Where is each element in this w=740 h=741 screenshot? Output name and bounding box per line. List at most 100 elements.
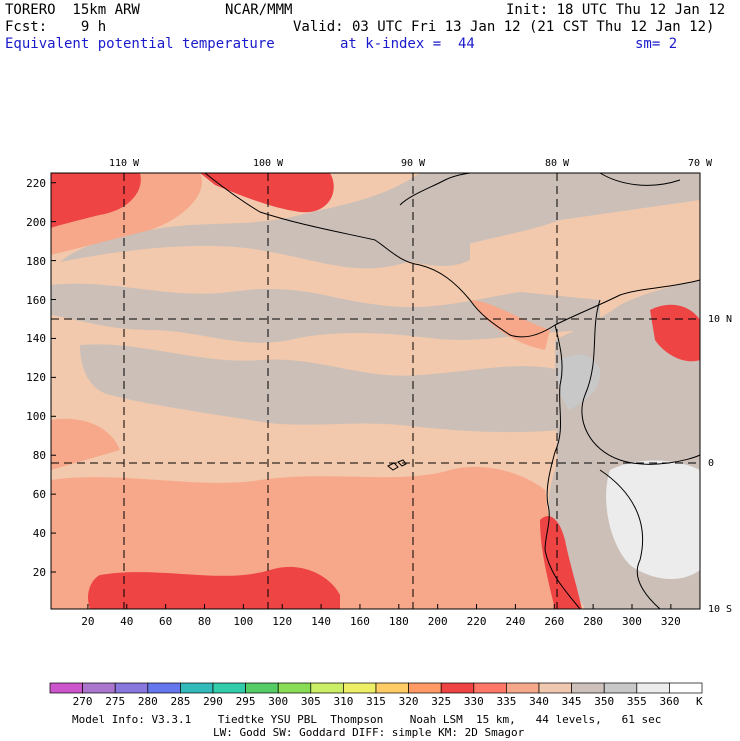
colorbar-swatch bbox=[669, 682, 703, 694]
x-tick-label: 20 bbox=[81, 615, 95, 628]
lon-label: 100 W bbox=[252, 158, 284, 169]
border-peru-bolivia bbox=[599, 469, 661, 610]
colorbar-label: 335 bbox=[496, 695, 517, 708]
x-tick-label: 280 bbox=[583, 615, 604, 628]
lon-label: 70 W bbox=[687, 158, 713, 169]
lat-label: 0 bbox=[708, 458, 715, 469]
colorbar-label: 325 bbox=[431, 695, 452, 708]
lat-label: 10 S bbox=[708, 604, 733, 615]
model-name: TORERO 15km ARW bbox=[5, 2, 140, 18]
colorbar-swatch bbox=[343, 682, 377, 694]
level-index: at k-index = 44 bbox=[340, 36, 475, 52]
colorbar-swatch bbox=[408, 682, 442, 694]
colorbar-label: 330 bbox=[463, 695, 484, 708]
colorbar-swatch bbox=[440, 682, 475, 694]
cuba bbox=[599, 172, 681, 186]
colorbar-swatch bbox=[277, 682, 312, 694]
colorbar-label: 270 bbox=[72, 695, 93, 708]
light-grey-andes bbox=[558, 354, 601, 410]
y-tick-label: 80 bbox=[32, 449, 46, 463]
x-tick-label: 300 bbox=[622, 615, 642, 628]
colorbar-label: 340 bbox=[529, 695, 549, 708]
colorbar-label: 305 bbox=[300, 695, 321, 708]
grey-band-south bbox=[80, 344, 560, 433]
orange-nw-coast bbox=[51, 173, 202, 255]
x-tick-label: 80 bbox=[197, 615, 212, 628]
y-tick-label: 40 bbox=[32, 527, 46, 541]
colorbar-swatch bbox=[473, 682, 507, 694]
x-tick-label: 240 bbox=[505, 615, 526, 628]
colorbar-swatch bbox=[114, 682, 149, 694]
x-tick-label: 220 bbox=[466, 615, 487, 628]
colorbar-label: 355 bbox=[626, 695, 647, 708]
red-nw-corner bbox=[51, 173, 141, 228]
warm-west-ocean bbox=[51, 418, 120, 470]
forecast-hour: Fcst: 9 h bbox=[5, 19, 107, 35]
central-america-field bbox=[380, 205, 470, 266]
x-tick-label: 180 bbox=[388, 615, 409, 628]
colorbar-swatch bbox=[82, 682, 116, 694]
lon-label: 110 W bbox=[108, 158, 140, 169]
colorbar-swatch bbox=[603, 682, 638, 694]
colorbar-unit: K bbox=[696, 695, 703, 708]
x-tick-label: 260 bbox=[544, 615, 565, 628]
axis-ticks bbox=[51, 182, 672, 609]
colorbar-label: 280 bbox=[137, 695, 158, 708]
colorbar-swatch bbox=[310, 682, 344, 694]
colorbar-swatch bbox=[180, 682, 214, 694]
x-tick-label: 120 bbox=[272, 615, 293, 628]
colorbar-label: 275 bbox=[105, 695, 126, 708]
y-tick-label: 120 bbox=[26, 371, 46, 385]
red-south-band bbox=[88, 566, 340, 609]
colorbar-swatch bbox=[147, 682, 181, 694]
init-time: Init: 18 UTC Thu 12 Jan 12 bbox=[506, 2, 726, 18]
lon-label: 90 W bbox=[400, 158, 426, 169]
y-tick-label: 200 bbox=[26, 215, 46, 229]
y-tick-label: 220 bbox=[26, 176, 46, 190]
x-tick-label: 40 bbox=[120, 615, 134, 628]
colorbar-swatch bbox=[571, 682, 605, 694]
colorbar-label: 345 bbox=[561, 695, 582, 708]
field-name: Equivalent potential temperature bbox=[5, 36, 275, 52]
colorbar-swatch bbox=[538, 682, 572, 694]
colorbar-label: 295 bbox=[235, 695, 256, 708]
warm-costa-rica bbox=[470, 300, 550, 350]
colorbar-swatch bbox=[506, 682, 540, 694]
physics-info: LW: Godd SW: Goddard DIFF: simple KM: 2D… bbox=[213, 726, 525, 739]
colorbar-swatch bbox=[375, 682, 409, 694]
colorbar-swatch bbox=[636, 682, 670, 694]
coast-south-america bbox=[544, 324, 581, 610]
x-tick-label: 140 bbox=[311, 615, 332, 628]
colorbar bbox=[49, 682, 703, 694]
lon-label: 80 W bbox=[544, 158, 570, 169]
plot-frame bbox=[50, 172, 701, 610]
y-tick-label: 100 bbox=[26, 410, 46, 424]
warm-southern-ocean bbox=[51, 466, 560, 609]
x-tick-label: 160 bbox=[350, 615, 370, 628]
y-tick-label: 60 bbox=[32, 488, 46, 502]
center-name: NCAR/MMM bbox=[225, 2, 293, 18]
x-tick-label: 100 bbox=[233, 615, 254, 628]
coast-yucatan bbox=[399, 172, 471, 206]
red-mexico bbox=[200, 173, 334, 213]
colorbar-swatch bbox=[49, 682, 83, 694]
field-layer bbox=[51, 173, 700, 609]
y-tick-label: 20 bbox=[32, 566, 46, 580]
x-tick-label: 60 bbox=[159, 615, 173, 628]
lat-label: 10 N bbox=[708, 314, 733, 325]
model-info: Model Info: V3.3.1 Tiedtke YSU PBL Thomp… bbox=[72, 713, 662, 726]
graticule bbox=[51, 173, 700, 609]
galapagos bbox=[387, 459, 407, 471]
colorbar-label: 300 bbox=[268, 695, 289, 708]
y-tick-label: 160 bbox=[26, 293, 46, 307]
grey-band-north bbox=[60, 173, 700, 269]
grey-band-mid bbox=[51, 283, 600, 343]
colorbar-label: 290 bbox=[203, 695, 223, 708]
colorbar-swatch bbox=[212, 682, 246, 694]
colorbar-label: 310 bbox=[333, 695, 354, 708]
y-tick-label: 140 bbox=[26, 332, 46, 346]
colorbar-label: 350 bbox=[594, 695, 615, 708]
y-tick-label: 180 bbox=[26, 254, 46, 268]
colorbar-label: 360 bbox=[659, 695, 680, 708]
